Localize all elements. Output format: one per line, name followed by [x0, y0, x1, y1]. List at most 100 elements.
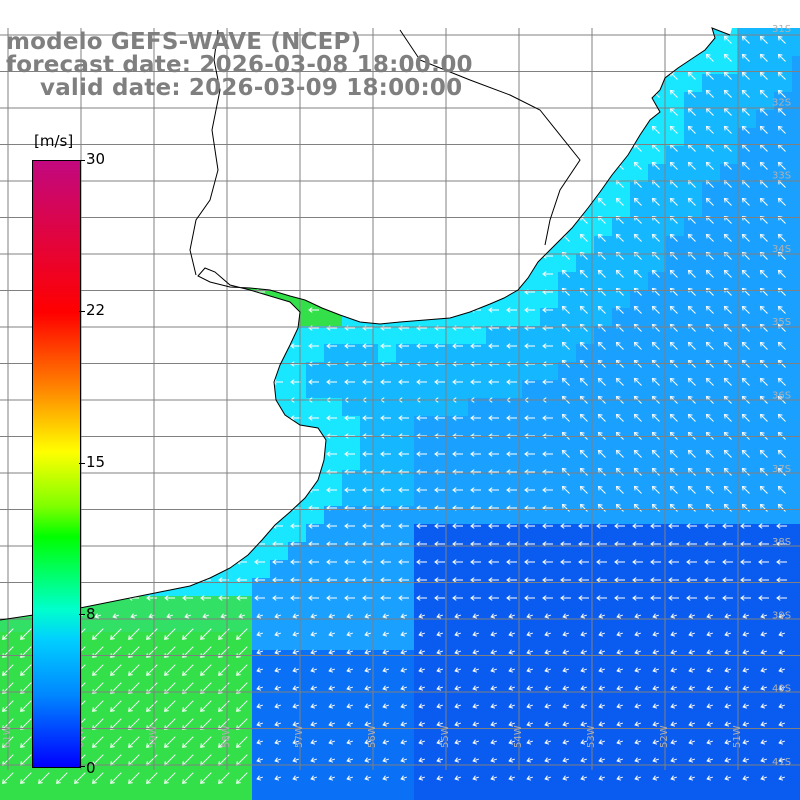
field-cell [666, 362, 684, 380]
field-cell [684, 200, 702, 218]
field-cell [378, 524, 396, 542]
field-cell [648, 236, 666, 254]
wind-arrow [741, 503, 750, 512]
wind-arrow [615, 305, 624, 314]
field-cell [558, 542, 576, 560]
field-cell [486, 326, 504, 344]
wind-arrow [634, 739, 642, 745]
top-margin [0, 0, 800, 28]
field-cell [198, 758, 216, 776]
field-cell [216, 686, 234, 704]
field-cell [594, 254, 612, 272]
field-cell [486, 398, 504, 416]
field-cell [432, 776, 450, 794]
field-cell [108, 758, 126, 776]
field-cell [594, 776, 612, 794]
field-cell [414, 416, 432, 434]
field-cell [522, 380, 540, 398]
wind-arrow [706, 757, 714, 763]
field-cell [720, 524, 738, 542]
field-cell [612, 776, 630, 794]
wind-arrow [760, 631, 768, 637]
wind-arrow [382, 613, 390, 619]
wind-arrow [506, 379, 517, 385]
field-cell [630, 254, 648, 272]
wind-arrow [128, 664, 140, 676]
field-cell [342, 614, 360, 632]
wind-arrow [128, 628, 140, 640]
colorbar-tick-mark [79, 311, 85, 312]
field-cell [522, 362, 540, 380]
wind-arrow [454, 721, 462, 727]
field-cell [504, 488, 522, 506]
field-cell [702, 668, 720, 686]
field-cell [612, 218, 630, 236]
wind-arrow [146, 595, 157, 601]
field-cell [612, 272, 630, 290]
wind-arrow [616, 775, 624, 781]
wind-arrow [526, 775, 534, 781]
field-cell [522, 704, 540, 722]
field-cell [144, 596, 162, 614]
field-cell [576, 272, 594, 290]
field-cell [594, 218, 612, 236]
field-cell [684, 596, 702, 614]
wind-arrow [416, 325, 427, 331]
field-cell [414, 542, 432, 560]
field-cell [288, 398, 306, 416]
wind-arrow [200, 595, 211, 601]
field-cell [90, 686, 108, 704]
wind-arrow [236, 736, 248, 748]
field-cell [18, 632, 36, 650]
wind-arrow [146, 772, 158, 784]
wind-arrow [597, 269, 606, 278]
wind-arrow [777, 35, 786, 44]
field-cell [108, 740, 126, 758]
wind-arrow [598, 703, 606, 709]
field-cell [648, 362, 666, 380]
field-cell [558, 560, 576, 578]
field-cell [252, 578, 270, 596]
wind-arrow [310, 721, 318, 727]
field-cell [612, 488, 630, 506]
field-cell [90, 632, 108, 650]
field-cell [288, 362, 306, 380]
field-cell [468, 452, 486, 470]
field-cell [144, 722, 162, 740]
field-cell [270, 578, 288, 596]
field-cell [306, 794, 324, 800]
wind-arrow [688, 613, 696, 619]
wind-arrow [346, 613, 354, 619]
wind-arrow [380, 595, 391, 601]
field-cell [702, 74, 720, 92]
field-cell [648, 164, 666, 182]
field-cell [684, 290, 702, 308]
field-cell [126, 650, 144, 668]
wind-arrow [382, 721, 390, 727]
wind-arrow [723, 377, 732, 386]
field-cell [774, 416, 792, 434]
wind-arrow [580, 703, 588, 709]
wind-arrow [561, 413, 570, 422]
wind-arrow [274, 721, 282, 727]
field-cell [612, 380, 630, 398]
wind-arrow [382, 667, 390, 673]
wind-arrow [704, 595, 715, 601]
wind-arrow [110, 664, 122, 676]
field-cell [468, 434, 486, 452]
field-cell [774, 776, 792, 794]
field-cell [612, 524, 630, 542]
field-cell [792, 146, 800, 164]
field-cell [540, 722, 558, 740]
wind-arrow [416, 415, 427, 421]
field-cell [198, 668, 216, 686]
wind-arrow [668, 595, 679, 601]
field-cell [522, 416, 540, 434]
field-cell [666, 326, 684, 344]
field-cell [234, 686, 252, 704]
latitude-label: 32S [772, 97, 791, 108]
field-cell [540, 704, 558, 722]
wind-arrow [346, 775, 354, 781]
latitude-label: 39S [772, 610, 791, 621]
field-cell [558, 380, 576, 398]
